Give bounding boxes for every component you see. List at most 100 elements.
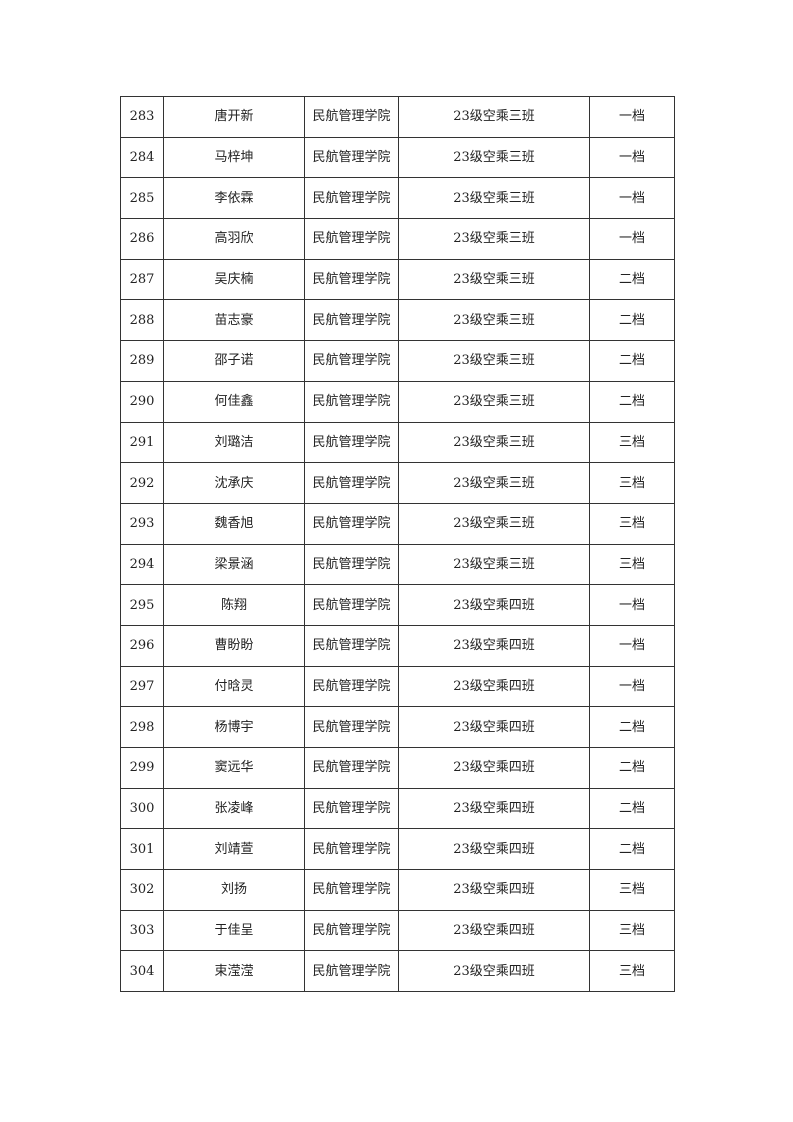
row-number-cell: 299 <box>120 747 164 789</box>
table-row: 285 李依霖 民航管理学院 23级空乘三班 一档 <box>120 177 675 220</box>
row-number-cell: 285 <box>120 177 164 220</box>
row-number-cell: 293 <box>120 502 164 545</box>
college-cell: 民航管理学院 <box>304 787 399 830</box>
college-cell: 民航管理学院 <box>304 218 399 260</box>
level-cell: 二档 <box>589 299 675 342</box>
level-cell: 一档 <box>589 96 675 138</box>
table-row: 291 刘璐洁 民航管理学院 23级空乘三班 三档 <box>120 421 675 464</box>
class-name-cell: 23级空乘三班 <box>398 462 590 504</box>
table-row: 301 刘靖萱 民航管理学院 23级空乘四班 二档 <box>120 828 675 871</box>
table-row: 293 魏香旭 民航管理学院 23级空乘三班 三档 <box>120 502 675 545</box>
class-name-cell: 23级空乘三班 <box>398 299 590 342</box>
level-cell: 二档 <box>589 706 675 748</box>
row-number-cell: 303 <box>120 909 164 952</box>
student-name-cell: 苗志豪 <box>163 299 305 342</box>
student-name-cell: 束滢滢 <box>163 950 305 993</box>
table-row: 283 唐开新 民航管理学院 23级空乘三班 一档 <box>120 96 675 138</box>
student-name-cell: 付晗灵 <box>163 665 305 708</box>
college-cell: 民航管理学院 <box>304 380 399 423</box>
level-cell: 一档 <box>589 584 675 626</box>
class-name-cell: 23级空乘三班 <box>398 177 590 220</box>
class-name-cell: 23级空乘三班 <box>398 421 590 464</box>
college-cell: 民航管理学院 <box>304 258 399 301</box>
row-number-cell: 286 <box>120 218 164 260</box>
class-name-cell: 23级空乘三班 <box>398 380 590 423</box>
level-cell: 一档 <box>589 136 675 179</box>
class-name-cell: 23级空乘四班 <box>398 869 590 911</box>
class-name-cell: 23级空乘三班 <box>398 502 590 545</box>
college-cell: 民航管理学院 <box>304 340 399 382</box>
college-cell: 民航管理学院 <box>304 177 399 220</box>
table-row: 297 付晗灵 民航管理学院 23级空乘四班 一档 <box>120 665 675 708</box>
college-cell: 民航管理学院 <box>304 136 399 179</box>
class-name-cell: 23级空乘三班 <box>398 96 590 138</box>
table-row: 290 何佳鑫 民航管理学院 23级空乘三班 二档 <box>120 380 675 423</box>
row-number-cell: 287 <box>120 258 164 301</box>
table-row: 296 曹盼盼 民航管理学院 23级空乘四班 一档 <box>120 624 675 667</box>
student-name-cell: 刘璐洁 <box>163 421 305 464</box>
table-row: 303 于佳呈 民航管理学院 23级空乘四班 三档 <box>120 909 675 952</box>
table-row: 300 张凌峰 民航管理学院 23级空乘四班 二档 <box>120 787 675 830</box>
class-name-cell: 23级空乘四班 <box>398 665 590 708</box>
level-cell: 三档 <box>589 502 675 545</box>
level-cell: 三档 <box>589 950 675 993</box>
table-row: 287 吴庆楠 民航管理学院 23级空乘三班 二档 <box>120 258 675 301</box>
college-cell: 民航管理学院 <box>304 747 399 789</box>
class-name-cell: 23级空乘四班 <box>398 706 590 748</box>
student-name-cell: 高羽欣 <box>163 218 305 260</box>
college-cell: 民航管理学院 <box>304 543 399 586</box>
row-number-cell: 288 <box>120 299 164 342</box>
table-row: 295 陈翔 民航管理学院 23级空乘四班 一档 <box>120 584 675 626</box>
college-cell: 民航管理学院 <box>304 706 399 748</box>
level-cell: 二档 <box>589 828 675 871</box>
level-cell: 三档 <box>589 421 675 464</box>
row-number-cell: 298 <box>120 706 164 748</box>
level-cell: 二档 <box>589 380 675 423</box>
level-cell: 一档 <box>589 624 675 667</box>
level-cell: 三档 <box>589 909 675 952</box>
student-name-cell: 魏香旭 <box>163 502 305 545</box>
student-name-cell: 曹盼盼 <box>163 624 305 667</box>
level-cell: 三档 <box>589 869 675 911</box>
student-name-cell: 刘靖萱 <box>163 828 305 871</box>
class-name-cell: 23级空乘四班 <box>398 950 590 993</box>
row-number-cell: 295 <box>120 584 164 626</box>
student-name-cell: 陈翔 <box>163 584 305 626</box>
college-cell: 民航管理学院 <box>304 665 399 708</box>
student-name-cell: 李依霖 <box>163 177 305 220</box>
college-cell: 民航管理学院 <box>304 869 399 911</box>
row-number-cell: 294 <box>120 543 164 586</box>
level-cell: 二档 <box>589 747 675 789</box>
row-number-cell: 302 <box>120 869 164 911</box>
table-row: 284 马梓坤 民航管理学院 23级空乘三班 一档 <box>120 136 675 179</box>
table-row: 288 苗志豪 民航管理学院 23级空乘三班 二档 <box>120 299 675 342</box>
table-body: 283 唐开新 民航管理学院 23级空乘三班 一档 284 马梓坤 民航管理学院 23级空乘三班… <box>120 96 675 993</box>
level-cell: 一档 <box>589 665 675 708</box>
row-number-cell: 296 <box>120 624 164 667</box>
college-cell: 民航管理学院 <box>304 950 399 993</box>
class-name-cell: 23级空乘四班 <box>398 747 590 789</box>
table-row: 292 沈承庆 民航管理学院 23级空乘三班 三档 <box>120 462 675 504</box>
college-cell: 民航管理学院 <box>304 584 399 626</box>
level-cell: 二档 <box>589 787 675 830</box>
level-cell: 二档 <box>589 258 675 301</box>
level-cell: 三档 <box>589 462 675 504</box>
college-cell: 民航管理学院 <box>304 462 399 504</box>
level-cell: 一档 <box>589 177 675 220</box>
table-row: 289 邵子诺 民航管理学院 23级空乘三班 二档 <box>120 340 675 382</box>
row-number-cell: 300 <box>120 787 164 830</box>
college-cell: 民航管理学院 <box>304 828 399 871</box>
row-number-cell: 283 <box>120 96 164 138</box>
class-name-cell: 23级空乘四班 <box>398 828 590 871</box>
class-name-cell: 23级空乘四班 <box>398 787 590 830</box>
row-number-cell: 290 <box>120 380 164 423</box>
table-row: 294 梁景涵 民航管理学院 23级空乘三班 三档 <box>120 543 675 586</box>
class-name-cell: 23级空乘四班 <box>398 624 590 667</box>
class-name-cell: 23级空乘三班 <box>398 543 590 586</box>
table-row: 302 刘扬 民航管理学院 23级空乘四班 三档 <box>120 869 675 911</box>
student-name-cell: 窦远华 <box>163 747 305 789</box>
row-number-cell: 297 <box>120 665 164 708</box>
student-name-cell: 杨博宇 <box>163 706 305 748</box>
student-name-cell: 沈承庆 <box>163 462 305 504</box>
class-name-cell: 23级空乘三班 <box>398 340 590 382</box>
